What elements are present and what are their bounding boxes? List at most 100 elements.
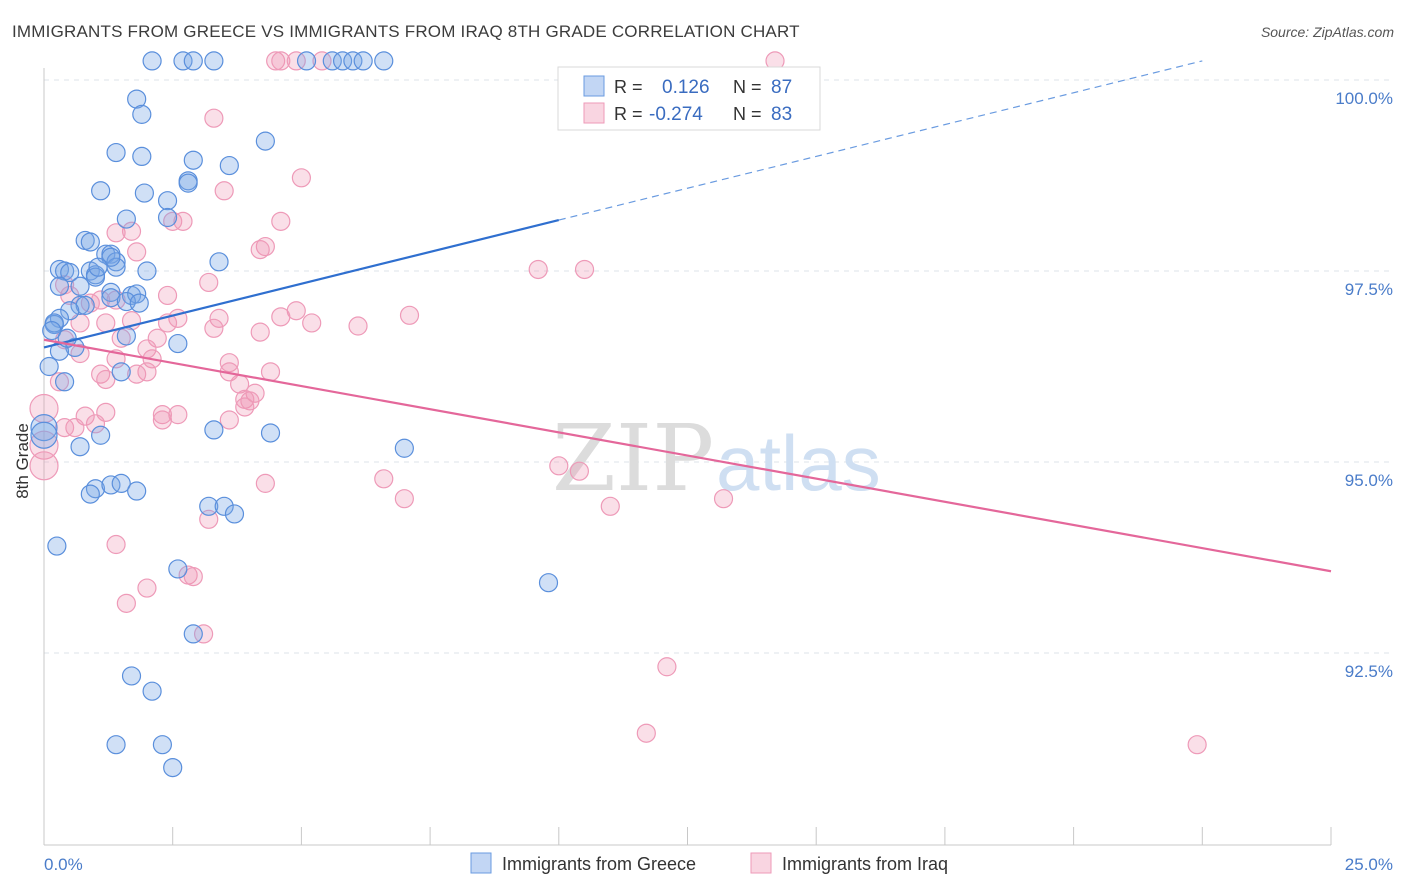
iraq-point bbox=[569, 461, 589, 481]
greece-point bbox=[353, 51, 373, 71]
greece-point bbox=[101, 247, 121, 267]
greece-point bbox=[332, 51, 353, 71]
iraq-point bbox=[157, 285, 178, 306]
iraq-point bbox=[96, 313, 116, 333]
greece-point bbox=[91, 181, 111, 201]
greece-point bbox=[80, 484, 100, 504]
iraq-point bbox=[657, 657, 677, 677]
greece-point bbox=[260, 423, 281, 443]
greece-point bbox=[163, 757, 183, 778]
iraq-point bbox=[255, 473, 275, 493]
iraq-point bbox=[183, 566, 203, 587]
greece-point bbox=[101, 475, 121, 495]
iraq-point bbox=[636, 723, 656, 743]
iraq-point bbox=[152, 405, 173, 425]
greece-point bbox=[30, 421, 58, 449]
series-legend: Immigrants from Greece Immigrants from I… bbox=[470, 852, 948, 874]
y-tick-label: 95.0% bbox=[1345, 471, 1393, 490]
iraq-point bbox=[173, 211, 193, 231]
greece-point bbox=[60, 262, 80, 283]
iraq-swatch bbox=[583, 102, 605, 124]
iraq-point bbox=[528, 259, 548, 280]
greece-point bbox=[39, 356, 59, 377]
greece-point bbox=[204, 51, 224, 71]
iraq-point bbox=[204, 108, 224, 128]
legend-iraq-label: Immigrants from Iraq bbox=[782, 854, 948, 874]
iraq-n-label: N = bbox=[733, 104, 762, 124]
stats-legend: R = 0.126 N = 87 R = -0.274 N = 83 bbox=[557, 66, 821, 131]
iraq-point bbox=[271, 211, 291, 231]
iraq-point bbox=[255, 236, 275, 257]
greece-point bbox=[134, 183, 154, 203]
iraq-point bbox=[250, 322, 270, 342]
greece-point bbox=[152, 735, 173, 755]
greece-point bbox=[137, 261, 157, 281]
iraq-point bbox=[600, 496, 620, 516]
iraq-point bbox=[219, 410, 239, 430]
greece-point bbox=[70, 276, 90, 296]
greece-point bbox=[129, 293, 149, 313]
watermark-zip: ZIP bbox=[552, 405, 714, 512]
iraq-point bbox=[199, 509, 219, 529]
iraq-point bbox=[214, 181, 234, 201]
greece-point bbox=[60, 301, 80, 321]
greece-point bbox=[224, 504, 245, 524]
iraq-point bbox=[163, 211, 183, 231]
iraq-point bbox=[106, 223, 126, 243]
iraq-point bbox=[85, 414, 106, 434]
iraq-point bbox=[235, 397, 255, 417]
greece-point bbox=[80, 232, 100, 252]
greece-point bbox=[101, 288, 121, 308]
greece-points bbox=[30, 51, 559, 778]
iraq-point bbox=[713, 489, 734, 509]
iraq-point bbox=[65, 418, 85, 438]
greece-point bbox=[255, 131, 275, 151]
greece-point bbox=[111, 473, 131, 493]
iraq-point bbox=[266, 51, 286, 71]
iraq-point bbox=[240, 391, 260, 411]
greece-n-label: N = bbox=[733, 77, 762, 97]
greece-point bbox=[157, 191, 178, 211]
iraq-point bbox=[250, 240, 270, 260]
iraq-point bbox=[127, 364, 147, 384]
grid-layer bbox=[44, 79, 1390, 654]
watermark: ZIP atlas bbox=[552, 405, 881, 512]
iraq-point bbox=[286, 51, 306, 71]
greece-point bbox=[127, 481, 147, 501]
iraq-point bbox=[199, 272, 219, 293]
iraq-point bbox=[29, 451, 59, 481]
iraq-r-value: -0.274 bbox=[649, 104, 703, 125]
greece-point bbox=[85, 479, 106, 499]
greece-point bbox=[91, 425, 111, 445]
greece-point bbox=[322, 51, 342, 71]
legend-iraq-swatch bbox=[750, 852, 772, 874]
iraq-points bbox=[29, 51, 1207, 755]
iraq-point bbox=[70, 343, 90, 364]
iraq-point bbox=[91, 364, 111, 384]
greece-point bbox=[538, 573, 559, 593]
greece-point bbox=[209, 252, 229, 272]
iraq-point bbox=[204, 318, 224, 338]
greece-point bbox=[142, 51, 162, 71]
iraq-point bbox=[137, 578, 157, 598]
greece-point bbox=[168, 559, 188, 579]
greece-point bbox=[204, 420, 224, 440]
iraq-point bbox=[54, 418, 75, 438]
greece-point bbox=[42, 320, 62, 341]
greece-point bbox=[183, 150, 203, 170]
iraq-point bbox=[271, 307, 291, 327]
greece-point bbox=[101, 282, 121, 302]
watermark-atlas: atlas bbox=[716, 419, 881, 507]
y-tick-label: 97.5% bbox=[1345, 280, 1393, 299]
greece-point bbox=[214, 496, 234, 516]
iraq-point bbox=[121, 221, 142, 241]
iraq-point bbox=[348, 316, 368, 336]
x-tick-max: 25.0% bbox=[1345, 855, 1393, 874]
greece-point bbox=[88, 257, 108, 277]
greece-point bbox=[106, 142, 126, 163]
greece-point bbox=[127, 89, 147, 109]
greece-point bbox=[343, 51, 363, 71]
greece-point bbox=[183, 51, 203, 71]
greece-point bbox=[54, 372, 75, 392]
